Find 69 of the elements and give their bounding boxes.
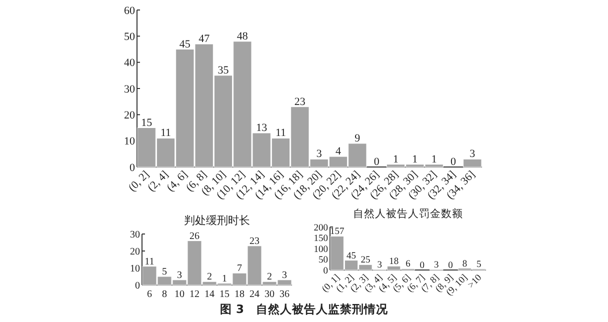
- data-label: 3: [377, 260, 382, 270]
- data-label: 23: [294, 96, 306, 108]
- x-tick-label: 14: [204, 289, 214, 300]
- data-label: 48: [236, 30, 248, 42]
- bar: [463, 158, 482, 168]
- data-label: 5: [476, 260, 482, 270]
- data-label: 157: [330, 227, 344, 238]
- data-label: 45: [346, 251, 356, 262]
- data-label: 35: [218, 64, 230, 76]
- data-label: 7: [237, 263, 242, 274]
- y-tick-label: 10: [130, 264, 140, 274]
- chart-title: 自然人被告人罚金数额: [353, 207, 463, 220]
- y-tick-label: 60: [124, 4, 136, 17]
- data-label: 11: [160, 127, 172, 140]
- x-tick-label: 12: [190, 289, 200, 300]
- x-tick-label: 24: [250, 289, 260, 300]
- y-tick-label: 200: [314, 223, 328, 234]
- data-label: 11: [144, 256, 154, 268]
- y-tick-label: 150: [314, 234, 328, 244]
- y-tick-label: 20: [124, 110, 136, 122]
- x-tick-label: 30: [264, 289, 274, 300]
- y-tick-label: 50: [124, 31, 136, 44]
- data-label: 2: [267, 272, 272, 283]
- data-label: 1: [393, 153, 398, 166]
- data-label: 45: [179, 38, 191, 50]
- x-tick-label: 8: [162, 289, 167, 300]
- data-label: 1: [431, 153, 437, 166]
- y-tick-label: 10: [124, 136, 136, 148]
- data-label: 6: [406, 260, 411, 270]
- y-tick-label: 50: [318, 256, 328, 266]
- y-tick-label: 30: [130, 230, 140, 240]
- data-label: 3: [316, 148, 322, 160]
- x-tick-label: 15: [220, 289, 230, 300]
- data-label: 15: [141, 116, 153, 129]
- data-label: 1: [412, 153, 418, 166]
- x-tick-label: 6: [147, 289, 152, 300]
- data-label: 3: [177, 270, 182, 281]
- x-tick-label: 10: [174, 289, 184, 300]
- x-tick-label: 36: [280, 289, 290, 300]
- data-label: 47: [198, 33, 210, 46]
- data-label: 9: [354, 132, 361, 144]
- data-label: 0: [448, 261, 454, 271]
- data-label: 3: [434, 260, 439, 270]
- data-label: 4: [336, 146, 342, 158]
- data-label: 8: [462, 259, 468, 270]
- y-tick-label: 0: [135, 280, 140, 292]
- y-tick-label: 40: [124, 57, 136, 70]
- x-tick-label: 18: [234, 289, 244, 300]
- data-label: 5: [162, 266, 167, 278]
- y-tick-label: 100: [314, 244, 328, 255]
- data-label: 11: [275, 127, 286, 140]
- data-label: 0: [450, 156, 456, 168]
- data-label: 3: [282, 270, 287, 281]
- chart-title: 判处缓刑时长: [184, 214, 250, 227]
- data-label: 0: [374, 156, 380, 168]
- y-tick-label: 0: [130, 162, 136, 174]
- data-label: 25: [360, 256, 370, 266]
- data-label: 18: [389, 257, 399, 268]
- data-label: 3: [470, 148, 476, 160]
- y-tick-label: 0: [323, 266, 328, 276]
- y-tick-label: 30: [124, 83, 136, 96]
- data-label: 2: [207, 272, 212, 283]
- data-label: 1: [222, 273, 227, 284]
- caption: 图 3 自然人被告人监禁刑情况: [220, 302, 389, 316]
- y-tick-label: 20: [130, 246, 140, 258]
- data-label: 0: [420, 261, 425, 271]
- data-label: 26: [190, 230, 200, 242]
- data-label: 13: [256, 122, 268, 134]
- data-label: 23: [250, 236, 260, 247]
